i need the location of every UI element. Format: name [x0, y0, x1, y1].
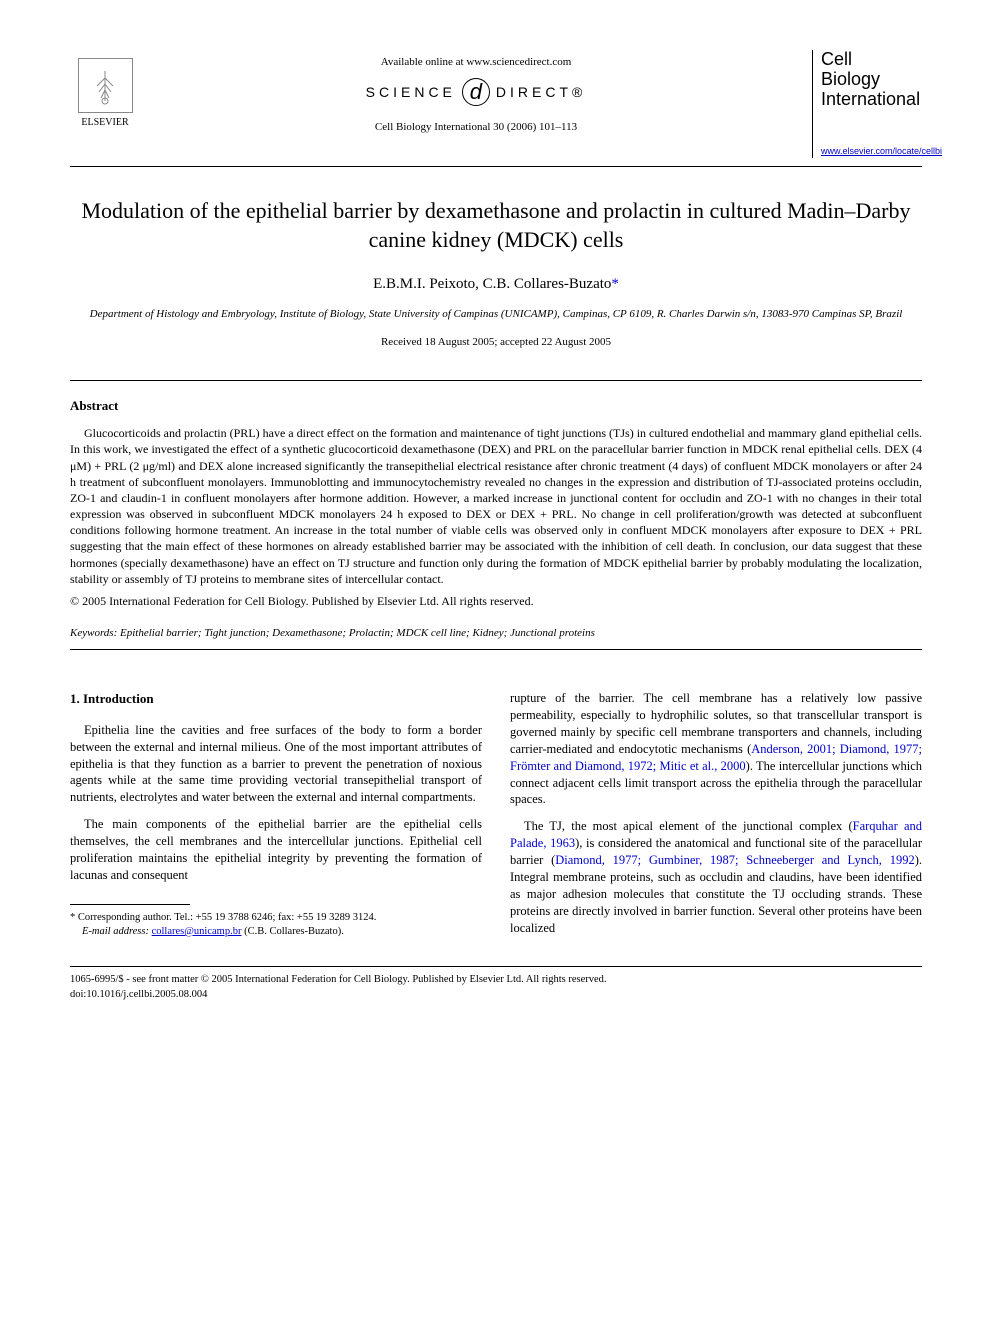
- footnote-email-label: E-mail address:: [82, 926, 149, 937]
- footer-meta: 1065-6995/$ - see front matter © 2005 In…: [70, 973, 922, 1002]
- footnote-email-line: E-mail address: collares@unicamp.br (C.B…: [70, 925, 482, 939]
- keywords-text: Epithelial barrier; Tight junction; Dexa…: [117, 627, 595, 639]
- journal-name-line1: Cell: [821, 50, 922, 70]
- author-names: E.B.M.I. Peixoto, C.B. Collares-Buzato: [373, 276, 611, 292]
- intro-para-2-cont: rupture of the barrier. The cell membran…: [510, 690, 922, 808]
- abstract-text: Glucocorticoids and prolactin (PRL) have…: [70, 425, 922, 587]
- footer-issn: 1065-6995/$ - see front matter © 2005 In…: [70, 973, 922, 988]
- intro-para-3: The TJ, the most apical element of the j…: [510, 818, 922, 936]
- elsevier-tree-icon: [78, 58, 133, 113]
- corresponding-footnote: * Corresponding author. Tel.: +55 19 378…: [70, 911, 482, 939]
- article-dates: Received 18 August 2005; accepted 22 Aug…: [70, 335, 922, 350]
- publisher-name: ELSEVIER: [81, 116, 128, 130]
- sd-left: SCIENCE: [366, 83, 456, 103]
- footer-divider: [70, 966, 922, 967]
- column-right: rupture of the barrier. The cell membran…: [510, 690, 922, 946]
- available-online-text: Available online at www.sciencedirect.co…: [140, 55, 812, 70]
- article-title: Modulation of the epithelial barrier by …: [70, 197, 922, 254]
- journal-name-line3: International: [821, 90, 922, 110]
- intro-para-1: Epithelia line the cavities and free sur…: [70, 722, 482, 806]
- journal-reference: Cell Biology International 30 (2006) 101…: [140, 120, 812, 135]
- footnote-email-link[interactable]: collares@unicamp.br: [152, 926, 242, 937]
- journal-logo: Cell Biology International www.elsevier.…: [812, 50, 922, 158]
- abstract-heading: Abstract: [70, 397, 922, 415]
- page-header: ELSEVIER Available online at www.science…: [70, 50, 922, 158]
- at-icon: d: [462, 78, 490, 106]
- col2-p2a: The TJ, the most apical element of the j…: [524, 819, 853, 833]
- footnote-divider: [70, 904, 190, 905]
- abstract-bottom-divider: [70, 649, 922, 650]
- header-divider: [70, 166, 922, 167]
- science-direct-logo: SCIENCE d DIRECT®: [140, 78, 812, 106]
- column-left: 1. Introduction Epithelia line the cavit…: [70, 690, 482, 946]
- abstract-copyright: © 2005 International Federation for Cell…: [70, 593, 922, 610]
- abstract-body: Glucocorticoids and prolactin (PRL) have…: [70, 426, 922, 586]
- sd-right: DIRECT®: [496, 83, 586, 103]
- header-center: Available online at www.sciencedirect.co…: [140, 50, 812, 136]
- footnote-email-tail: (C.B. Collares-Buzato).: [241, 926, 343, 937]
- authors-line: E.B.M.I. Peixoto, C.B. Collares-Buzato*: [70, 274, 922, 295]
- corresponding-marker: *: [611, 276, 619, 292]
- footer-doi: doi:10.1016/j.cellbi.2005.08.004: [70, 988, 922, 1003]
- journal-homepage-link[interactable]: www.elsevier.com/locate/cellbi: [821, 145, 922, 158]
- intro-para-2: The main components of the epithelial ba…: [70, 816, 482, 884]
- footnote-contact: * Corresponding author. Tel.: +55 19 378…: [70, 911, 482, 925]
- section-heading-intro: 1. Introduction: [70, 690, 482, 708]
- publisher-logo: ELSEVIER: [70, 50, 140, 130]
- keywords-line: Keywords: Epithelial barrier; Tight junc…: [70, 626, 922, 641]
- keywords-label: Keywords:: [70, 627, 117, 639]
- journal-name-line2: Biology: [821, 70, 922, 90]
- citation-3[interactable]: Diamond, 1977; Gumbiner, 1987; Schneeber…: [555, 853, 914, 867]
- body-columns: 1. Introduction Epithelia line the cavit…: [70, 690, 922, 946]
- affiliation: Department of Histology and Embryology, …: [70, 307, 922, 322]
- abstract-top-divider: [70, 380, 922, 381]
